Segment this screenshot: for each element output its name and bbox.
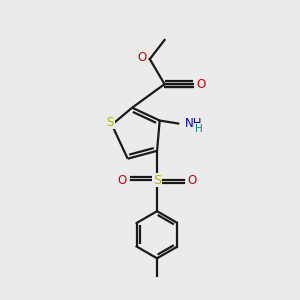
Text: O: O xyxy=(196,78,206,91)
Text: S: S xyxy=(107,116,114,129)
Text: O: O xyxy=(187,174,196,187)
Text: O: O xyxy=(137,51,146,64)
Text: O: O xyxy=(118,174,127,187)
Text: H: H xyxy=(195,124,203,134)
Text: S: S xyxy=(153,174,161,187)
Text: NH: NH xyxy=(185,117,202,130)
